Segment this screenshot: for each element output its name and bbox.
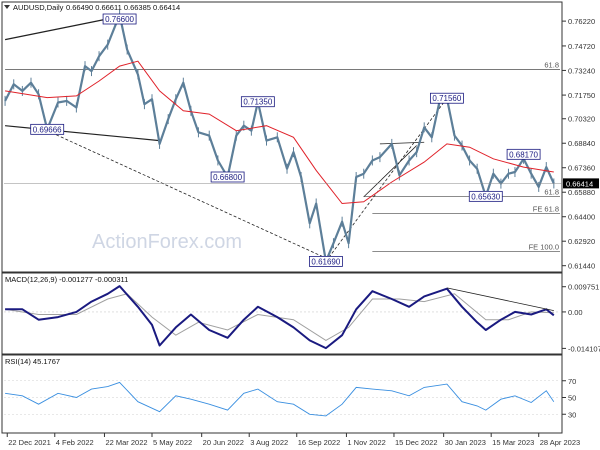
macd-tick-label: 0.009751 (568, 283, 599, 292)
ma-line (5, 60, 554, 205)
price-annotations: 0.76600 0.69666 0.66800 0.71350 0.61690 0.715… (30, 13, 541, 267)
fib-levels: 61.8 61.8 FE 61.8 FE 100.0 (5, 60, 560, 252)
price-label-box (468, 190, 503, 202)
price-label-box (102, 13, 137, 25)
price-label: 0.66800 (213, 173, 242, 182)
rsi-tick-label: 30 (568, 410, 576, 419)
rsi-series (5, 381, 555, 417)
price-label: 0.68170 (509, 150, 538, 159)
dropdown-triangle-icon[interactable] (4, 5, 10, 9)
time-tick-label: 4 Feb 2022 (56, 438, 94, 447)
macd-tick-label: -0.014107 (568, 344, 600, 353)
price-label-box (210, 171, 245, 183)
watermark: ActionForex.com (92, 231, 242, 253)
rsi-line (5, 381, 555, 417)
price-label: 0.71350 (243, 98, 272, 107)
rsi-axis: 70 50 30 (4, 377, 576, 419)
macd-panel-frame (1, 272, 563, 355)
price-tick-label: 0.61440 (568, 262, 595, 271)
fib-level-label: FE 61.8 (533, 204, 559, 213)
price-tick-label: 0.64400 (568, 213, 595, 222)
chart-title: AUDUSD,Daily (13, 3, 64, 12)
last-price-label: 0.66414 (566, 179, 593, 188)
last-price-tag (563, 178, 599, 189)
macd-label: MACD(12,26,9) -0.001277 -0.000311 (5, 275, 128, 284)
price-tick-label: 0.73240 (568, 66, 595, 75)
time-tick-label: 22 Mar 2022 (105, 438, 147, 447)
price-line (4, 13, 555, 263)
macd-series (5, 285, 555, 350)
time-tick-label: 20 Jun 2022 (203, 438, 244, 447)
price-tick-label: 0.70320 (568, 115, 595, 124)
price-label-box (506, 148, 541, 160)
trendlines (4, 15, 448, 262)
time-tick-label: 3 Aug 2022 (250, 438, 288, 447)
price-panel-frame (1, 1, 563, 273)
macd-trendline (446, 287, 554, 312)
price-label: 0.76600 (105, 15, 134, 24)
macd-axis: 0.009751 0.00 -0.014107 (4, 283, 600, 353)
channel-line (363, 145, 417, 198)
price-label: 0.61690 (311, 257, 340, 266)
time-tick-label: 15 Mar 2023 (492, 438, 534, 447)
price-tick-label: 0.76220 (568, 17, 595, 26)
rsi-panel-frame (1, 354, 563, 434)
time-tick-label: 28 Apr 2023 (540, 438, 580, 447)
moving-average (5, 60, 554, 205)
price-label-box (240, 96, 275, 108)
trendline (47, 130, 327, 259)
price-tick-label: 0.71750 (568, 91, 595, 100)
price-axis: 0.76220 0.74720 0.73240 0.71750 0.70320 0.688… (4, 17, 599, 271)
price-label: 0.71560 (432, 94, 461, 103)
chart-header: AUDUSD,Daily 0.66490 0.66611 0.66385 0.6… (4, 3, 180, 12)
price-series (4, 9, 555, 267)
macd-tick-label: 0.00 (568, 308, 583, 317)
price-label: 0.69666 (33, 125, 62, 134)
time-tick-label: 5 May 2022 (153, 438, 192, 447)
fib-level-label: 61.8 (544, 187, 559, 196)
macd-line (5, 285, 555, 350)
time-axis: 22 Dec 2021 4 Feb 2022 22 Mar 2022 5 May 20… (6, 433, 580, 447)
price-tick-label: 0.67360 (568, 164, 595, 173)
ohlc-values: 0.66490 0.66611 0.66385 0.66414 (66, 3, 180, 12)
rsi-label: RSI(14) 45.1767 (5, 357, 60, 366)
time-tick-label: 30 Jan 2023 (445, 438, 486, 447)
price-tick-label: 0.65880 (568, 188, 595, 197)
trendline (4, 15, 120, 41)
price-tick-label: 0.62920 (568, 237, 595, 246)
time-tick-label: 22 Dec 2021 (8, 438, 51, 447)
price-tick-label: 0.68840 (568, 139, 595, 148)
channel-line (379, 141, 425, 145)
macd-signal-line (5, 293, 554, 341)
price-tick-label: 0.74720 (568, 42, 595, 51)
price-label-box (429, 92, 464, 104)
time-tick-label: 15 Dec 2022 (395, 438, 438, 447)
time-tick-label: 16 Sep 2022 (298, 438, 341, 447)
price-label-box (30, 123, 65, 135)
fib-level-label: 61.8 (544, 60, 559, 69)
trendline (325, 97, 448, 262)
fib-level-label: FE 100.0 (529, 242, 559, 251)
price-label: 0.65630 (471, 192, 500, 201)
rsi-tick-label: 70 (568, 377, 576, 386)
time-tick-label: 1 Nov 2022 (347, 438, 385, 447)
price-label-box (309, 255, 343, 267)
rsi-tick-label: 50 (568, 394, 576, 403)
